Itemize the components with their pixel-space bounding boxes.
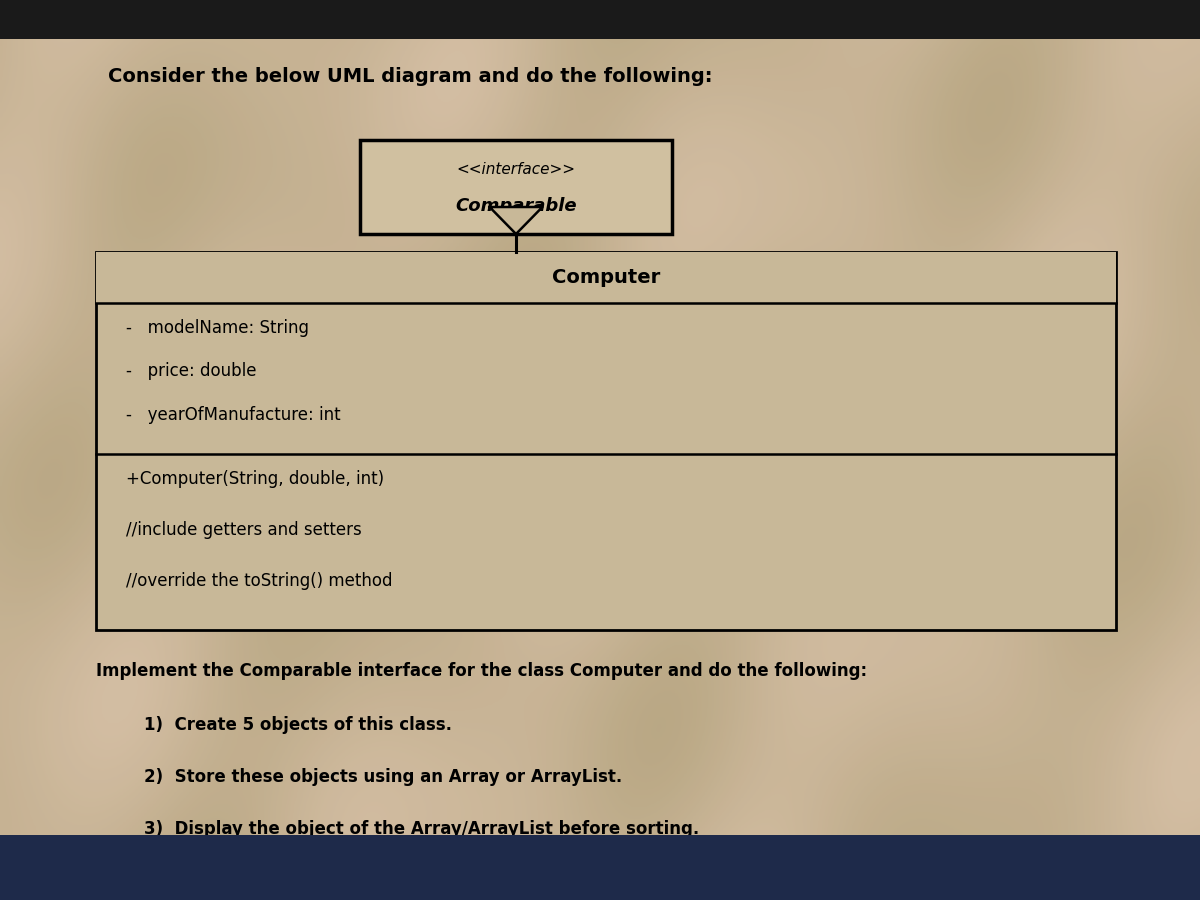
Text: +Computer(String, double, int): +Computer(String, double, int): [126, 471, 384, 489]
Bar: [360, 140, 672, 234]
Text: <<interface>>: <<interface>>: [456, 162, 576, 177]
Text: //override the toString() method: //override the toString() method: [126, 572, 392, 590]
Text: -   price: double: - price: double: [126, 363, 257, 381]
Text: -   yearOfManufacture: int: - yearOfManufacture: int: [126, 406, 341, 424]
Text: Computer: Computer: [552, 268, 660, 287]
Text: -   modelName: String: - modelName: String: [126, 320, 310, 338]
Text: 3)  Display the object of the Array/ArrayList before sorting.: 3) Display the object of the Array/Array…: [144, 820, 700, 838]
Text: 1)  Create 5 objects of this class.: 1) Create 5 objects of this class.: [144, 716, 452, 733]
Bar: [96, 252, 1116, 630]
Text: 2)  Store these objects using an Array or ArrayList.: 2) Store these objects using an Array or…: [144, 768, 623, 786]
Text: 4)  Display the objects after sorting based on the field – “yearOfManufacture”.: 4) Display the objects after sorting bas…: [144, 872, 883, 890]
Text: //include getters and setters: //include getters and setters: [126, 521, 361, 539]
Bar: [96, 252, 1116, 303]
Polygon shape: [490, 207, 542, 234]
Bar: [0, 0, 1200, 39]
Text: Consider the below UML diagram and do the following:: Consider the below UML diagram and do th…: [108, 67, 713, 86]
Text: Implement the Comparable interface for the class Computer and do the following:: Implement the Comparable interface for t…: [96, 662, 868, 680]
Text: Comparable: Comparable: [455, 197, 577, 214]
Bar: [0, 835, 1200, 900]
